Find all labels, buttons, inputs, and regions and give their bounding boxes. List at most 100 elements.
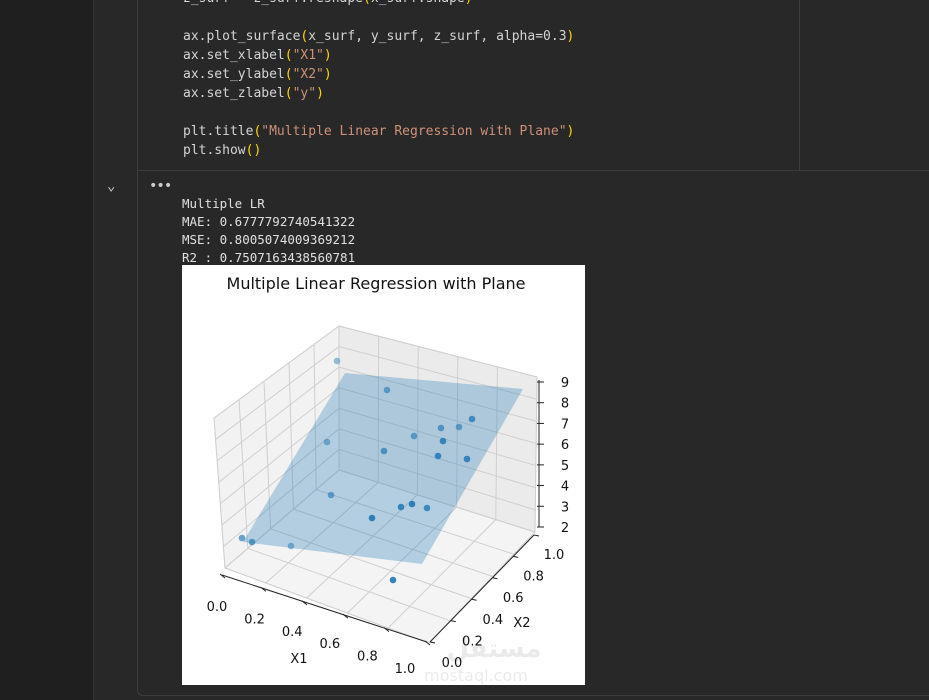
output-line-mae: MAE: 0.6777792740541322 — [182, 214, 356, 229]
gridline — [306, 494, 418, 599]
gridline — [238, 399, 249, 549]
gridline — [534, 376, 538, 533]
y-tick-label: 0.4 — [482, 613, 503, 628]
gridline — [338, 407, 536, 467]
z-tick-label: 9 — [561, 376, 569, 391]
code-line[interactable]: ax.set_ylabel("X2") — [183, 67, 332, 82]
gridline — [338, 469, 536, 533]
data-point — [423, 504, 431, 512]
x-axis-label: X1 — [290, 652, 307, 667]
y-tick-label: 0.6 — [503, 591, 524, 606]
y-tick — [471, 598, 477, 601]
y-axis-label: X2 — [513, 616, 530, 631]
data-point — [410, 432, 418, 440]
gridline — [265, 482, 379, 584]
x-tick-label: 0.2 — [244, 612, 265, 627]
z-tick-label: 2 — [561, 521, 569, 536]
gridline — [223, 449, 340, 547]
code-line[interactable]: ax.set_xlabel("X1") — [183, 48, 332, 63]
gridline — [338, 325, 538, 378]
code-line[interactable]: ax.set_zlabel("y") — [183, 86, 324, 101]
gridline — [216, 366, 340, 462]
gridline — [224, 567, 430, 644]
output-line-mse: MSE: 0.8005074009369212 — [182, 232, 356, 247]
code-line[interactable]: plt.show() — [183, 143, 262, 158]
y-tick — [450, 620, 456, 623]
y-tick-label: 0.0 — [442, 656, 463, 671]
cell-output-text: Multiple LR MAE: 0.6777792740541322 MSE: 0… — [182, 195, 355, 267]
gridline — [293, 508, 493, 577]
gridline — [288, 362, 294, 510]
data-point — [368, 514, 376, 522]
gridline — [495, 366, 498, 520]
data-point — [434, 452, 442, 460]
gridline — [221, 428, 340, 526]
data-point — [383, 386, 391, 394]
data-point — [468, 415, 476, 423]
output-cell — [137, 171, 929, 696]
y-tick — [492, 577, 498, 580]
data-point — [380, 447, 388, 455]
activity-sidebar — [0, 0, 94, 700]
x-tick-label: 0.4 — [282, 625, 303, 640]
y-tick-label: 0.8 — [523, 570, 544, 585]
data-point — [238, 534, 246, 542]
chevron-down-icon[interactable]: ⌄ — [107, 178, 116, 194]
data-point — [327, 491, 335, 499]
data-point — [437, 424, 445, 432]
data-point — [333, 357, 341, 365]
chart-title: Multiple Linear Regression with Plane — [227, 274, 526, 293]
z-tick-label: 3 — [561, 500, 569, 515]
watermark-latin: mostaql.com — [424, 666, 528, 685]
z-tick-label: 6 — [561, 438, 569, 453]
gridline — [313, 344, 317, 490]
gridline — [213, 417, 226, 569]
y-tick-label: 1.0 — [544, 548, 565, 563]
code-line[interactable] — [183, 103, 574, 122]
code-editor[interactable]: z_surf = z_surf.reshape(x_surf.shape) ax… — [183, 0, 574, 160]
gridline — [247, 547, 451, 622]
x-tick-label: 0.8 — [357, 650, 378, 665]
gridline — [213, 325, 340, 419]
x-tick — [301, 600, 308, 606]
editor-ruler — [799, 0, 800, 170]
data-point — [439, 437, 447, 445]
code-line[interactable] — [183, 8, 574, 27]
x-tick — [383, 627, 390, 632]
z-tick-label: 5 — [561, 459, 569, 474]
gridline — [338, 448, 536, 511]
data-point — [408, 500, 416, 508]
y-tick — [533, 534, 540, 537]
gridline — [387, 519, 497, 629]
data-point — [397, 503, 405, 511]
gridline — [338, 366, 537, 422]
code-line[interactable]: ax.plot_surface(x_surf, y_surf, z_surf, … — [183, 29, 575, 44]
gridline — [224, 469, 340, 569]
y-axis-line — [429, 534, 535, 643]
z-tick-label: 8 — [561, 397, 569, 412]
output-line-r2: R2 : 0.7507163438560781 — [182, 250, 356, 265]
x-tick — [342, 613, 349, 619]
ellipsis-icon[interactable]: ••• — [149, 178, 172, 194]
gridline — [338, 387, 537, 444]
x-axis-line — [221, 574, 428, 643]
z-tick-label: 4 — [561, 480, 569, 495]
data-point — [323, 438, 331, 446]
x-tick-label: 1.0 — [395, 662, 416, 677]
data-point — [287, 542, 295, 550]
data-point — [248, 538, 256, 546]
gridline — [347, 506, 457, 614]
data-point — [455, 423, 463, 431]
gridline — [416, 346, 419, 495]
x-tick-label: 0.6 — [319, 637, 340, 652]
cell-border — [137, 0, 138, 170]
plot-image: Multiple Linear Regression with Plane 2 3… — [182, 265, 585, 685]
y-tick — [513, 555, 519, 558]
data-point — [389, 576, 397, 584]
3d-scatter-chart: Multiple Linear Regression with Plane 2 3… — [207, 274, 569, 685]
data-point — [463, 455, 471, 463]
z-tick-label: 7 — [561, 417, 569, 432]
code-line[interactable]: z_surf = z_surf.reshape(x_surf.shape) — [183, 0, 574, 8]
gridline — [263, 381, 272, 529]
code-line[interactable]: plt.title("Multiple Linear Regression wi… — [183, 124, 575, 139]
